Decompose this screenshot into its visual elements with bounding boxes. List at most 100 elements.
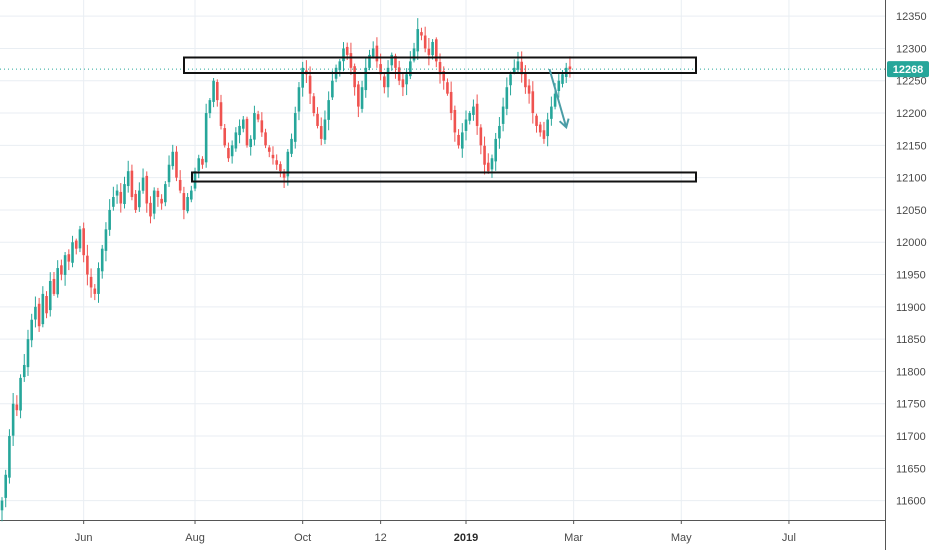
candle-body (100, 248, 104, 272)
x-tick-label: Aug (185, 532, 205, 544)
candle-body (505, 87, 509, 109)
candle-body (498, 125, 501, 139)
candle-body (550, 106, 553, 119)
candle-body (67, 254, 71, 262)
candle-body (405, 74, 408, 85)
y-tick-label: 11900 (896, 302, 926, 314)
candle-body (267, 147, 271, 152)
candle-body (416, 29, 420, 52)
candle-body (30, 319, 33, 341)
candle-body (323, 119, 327, 140)
candle-body (409, 61, 412, 77)
candle-body (164, 184, 167, 203)
candle-body (319, 126, 323, 139)
forecast-arrow-head (558, 118, 570, 130)
candle-body (538, 124, 542, 133)
candle-body (167, 164, 171, 183)
candle-body (156, 190, 160, 198)
candle-body (516, 61, 520, 70)
candle-body (568, 66, 572, 70)
candle-body (4, 474, 8, 498)
grid (0, 0, 885, 520)
candle-body (293, 113, 297, 142)
candle-body (130, 170, 134, 198)
candle-body (449, 91, 453, 114)
x-tick-label: Jul (782, 532, 796, 544)
candle-body (82, 228, 85, 256)
candle-body (249, 138, 253, 148)
candle-body (15, 404, 19, 411)
candle-body (531, 91, 535, 114)
candle-body (364, 67, 368, 91)
y-tick-label: 11800 (896, 366, 926, 378)
last-price-tag-bg (887, 61, 929, 78)
support-zone-box[interactable] (191, 171, 697, 183)
candle-body (438, 62, 442, 75)
candle-body (368, 54, 371, 68)
y-tick-label: 12000 (896, 237, 927, 249)
candle-body (494, 138, 497, 162)
candle-body (446, 82, 449, 94)
last-price-label: 12268 (893, 64, 924, 76)
candle-body (401, 79, 405, 88)
candle-body (11, 403, 15, 436)
candle-body (219, 102, 223, 126)
candle-body (234, 132, 238, 149)
candle-body (275, 160, 278, 165)
candle-body (245, 118, 249, 146)
candle-body (390, 54, 394, 66)
candle-body (308, 75, 312, 94)
candle-body (423, 35, 427, 49)
candle-body (464, 119, 468, 131)
candle-body (227, 148, 230, 159)
resistance-zone-box[interactable] (183, 56, 697, 74)
candle-body (112, 197, 115, 207)
candle-body (71, 242, 74, 263)
candle-body (512, 67, 516, 73)
candle-body (48, 280, 52, 311)
y-tick-label: 12300 (896, 43, 927, 55)
candle-body (204, 113, 208, 163)
candle-body (279, 164, 282, 172)
candle-body (119, 191, 123, 204)
candle-body (19, 377, 22, 411)
candle-body (145, 175, 149, 204)
candle-body (160, 198, 163, 204)
candle-body (223, 128, 227, 146)
candle-body (104, 229, 108, 251)
candle-body (178, 179, 182, 191)
candle-body (468, 113, 472, 121)
candle-body (357, 84, 360, 107)
candle-body (86, 255, 89, 275)
candle-body (457, 134, 460, 146)
candle-body (175, 151, 178, 178)
candle-body (141, 177, 145, 191)
forecast-arrow[interactable] (548, 68, 568, 128)
candle-body (527, 85, 531, 94)
x-tick-label: 12 (374, 532, 386, 544)
y-tick-label: 11650 (896, 463, 926, 475)
candle-body (542, 130, 546, 139)
candle-body (97, 268, 100, 294)
candle-body (375, 45, 379, 62)
candle-body (282, 173, 286, 178)
candle-body (427, 48, 431, 55)
candle-body (342, 48, 345, 62)
candle-body (41, 293, 45, 325)
candle-body (312, 96, 316, 114)
candle-body (431, 41, 434, 56)
candle-body (301, 67, 304, 88)
candle-body (108, 209, 111, 230)
candle-body (74, 240, 78, 249)
candle-body (386, 67, 390, 88)
candle-body (524, 72, 527, 88)
candle-body (34, 306, 37, 320)
candle-body (501, 106, 505, 124)
y-tick-label: 12350 (896, 11, 927, 23)
candle-body (360, 87, 364, 109)
candle-body (190, 190, 193, 200)
candle-body (345, 46, 349, 55)
candle-body (0, 500, 4, 511)
